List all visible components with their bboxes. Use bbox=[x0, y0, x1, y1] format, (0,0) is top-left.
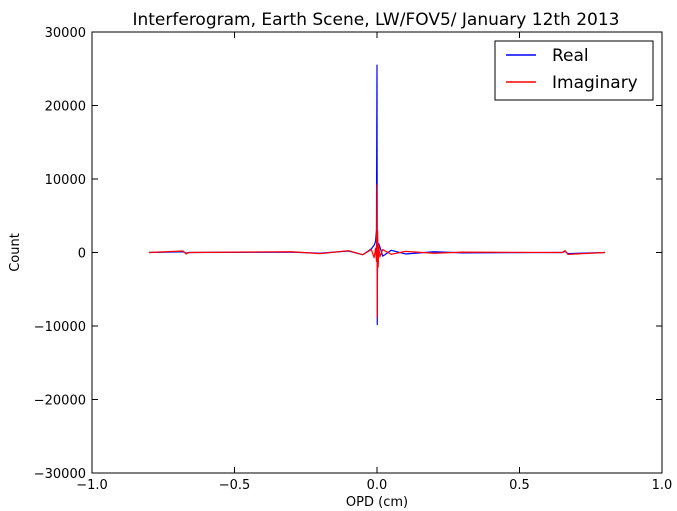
y-axis: −30000 −20000 −10000 0 10000 20000 30000 bbox=[34, 26, 662, 482]
x-tick-label: 0.0 bbox=[367, 478, 388, 493]
x-tick-label: −1.0 bbox=[76, 478, 108, 493]
y-tick-label: 30000 bbox=[45, 26, 86, 41]
x-tick-label: 1.0 bbox=[652, 478, 673, 493]
series-group bbox=[148, 64, 606, 326]
x-axis: −1.0 −0.5 0.0 0.5 1.0 bbox=[76, 32, 672, 493]
y-tick-label: 0 bbox=[78, 247, 86, 262]
series-line-imaginary bbox=[148, 184, 606, 318]
y-tick-label: 10000 bbox=[45, 173, 86, 188]
chart-title: Interferogram, Earth Scene, LW/FOV5/ Jan… bbox=[132, 10, 619, 30]
x-axis-label: OPD (cm) bbox=[346, 495, 408, 510]
y-tick-label: −30000 bbox=[34, 467, 86, 482]
x-tick-label: 0.5 bbox=[509, 478, 530, 493]
x-tick-label: −0.5 bbox=[219, 478, 251, 493]
legend-label-real: Real bbox=[552, 46, 589, 66]
legend-box bbox=[494, 40, 654, 101]
y-tick-label: −10000 bbox=[34, 320, 86, 335]
y-tick-label: 20000 bbox=[45, 100, 86, 115]
legend: Real Imaginary bbox=[494, 40, 654, 101]
y-tick-label: −20000 bbox=[34, 394, 86, 409]
y-axis-label: Count bbox=[8, 233, 23, 272]
legend-label-imaginary: Imaginary bbox=[552, 73, 638, 93]
